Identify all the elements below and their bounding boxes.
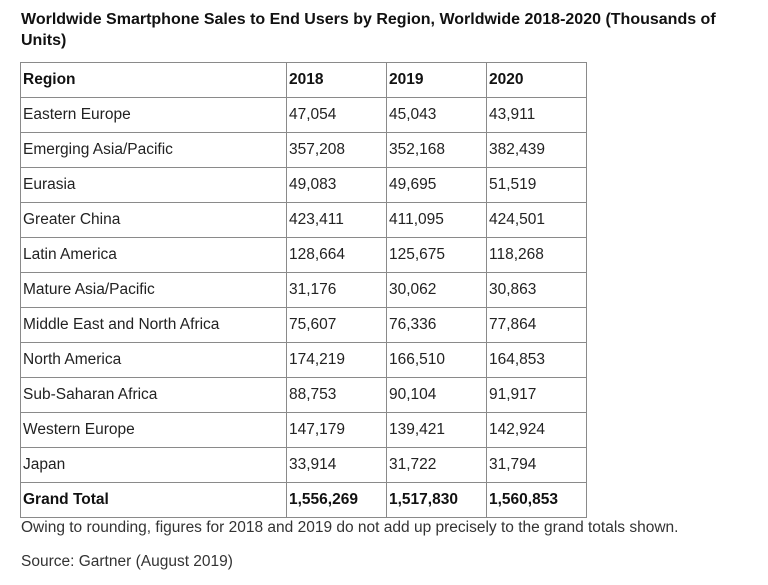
cell-2018: 128,664: [286, 237, 387, 273]
cell-2020: 30,863: [486, 272, 587, 308]
cell-2019: 90,104: [386, 377, 487, 413]
cell-2018: 47,054: [286, 97, 387, 133]
cell-2020: 164,853: [486, 342, 587, 378]
cell-2018: 147,179: [286, 412, 387, 448]
table-row: Middle East and North Africa 75,607 76,336…: [20, 307, 587, 343]
cell-2018: 31,176: [286, 272, 387, 308]
rounding-note: Owing to rounding, figures for 2018 and …: [21, 519, 679, 536]
cell-2020: 118,268: [486, 237, 587, 273]
cell-2018: 88,753: [286, 377, 387, 413]
cell-2019: 139,421: [386, 412, 487, 448]
cell-region: Western Europe: [20, 412, 287, 448]
table-row: Emerging Asia/Pacific 357,208 352,168 382,4…: [20, 132, 587, 168]
cell-2020: 31,794: [486, 447, 587, 483]
cell-2020: 43,911: [486, 97, 587, 133]
cell-2018: 75,607: [286, 307, 387, 343]
cell-region: Eurasia: [20, 167, 287, 203]
cell-2019: 411,095: [386, 202, 487, 238]
cell-2018: 174,219: [286, 342, 387, 378]
column-header-region: Region: [20, 62, 287, 98]
cell-2018: 49,083: [286, 167, 387, 203]
cell-region: Latin America: [20, 237, 287, 273]
cell-region: Mature Asia/Pacific: [20, 272, 287, 308]
cell-2020: 142,924: [486, 412, 587, 448]
cell-region: Middle East and North Africa: [20, 307, 287, 343]
cell-2020: 51,519: [486, 167, 587, 203]
cell-2019: 125,675: [386, 237, 487, 273]
total-cell-2020: 1,560,853: [486, 482, 587, 518]
total-cell-2018: 1,556,269: [286, 482, 387, 518]
column-header-2020: 2020: [486, 62, 587, 98]
table-body: Eastern Europe 47,054 45,043 43,911 Emerging…: [20, 97, 587, 518]
cell-2019: 31,722: [386, 447, 487, 483]
table-title: Worldwide Smartphone Sales to End Users …: [21, 11, 716, 49]
cell-region: Japan: [20, 447, 287, 483]
cell-2020: 382,439: [486, 132, 587, 168]
cell-2019: 76,336: [386, 307, 487, 343]
cell-2019: 352,168: [386, 132, 487, 168]
table-row: Greater China 423,411 411,095 424,501: [20, 202, 587, 238]
cell-region: Emerging Asia/Pacific: [20, 132, 287, 168]
cell-2018: 357,208: [286, 132, 387, 168]
total-cell-2019: 1,517,830: [386, 482, 487, 518]
table-row: Japan 33,914 31,722 31,794: [20, 447, 587, 483]
table-row: Latin America 128,664 125,675 118,268: [20, 237, 587, 273]
cell-2019: 30,062: [386, 272, 487, 308]
grand-total-row: Grand Total 1,556,269 1,517,830 1,560,853: [20, 482, 587, 518]
cell-2020: 424,501: [486, 202, 587, 238]
table-row: North America 174,219 166,510 164,853: [20, 342, 587, 378]
sales-table: Region 2018 2019 2020 Eastern Europe 47,0…: [20, 62, 587, 518]
cell-region: North America: [20, 342, 287, 378]
table-row: Sub-Saharan Africa 88,753 90,104 91,917: [20, 377, 587, 413]
table-row: Eurasia 49,083 49,695 51,519: [20, 167, 587, 203]
column-header-2018: 2018: [286, 62, 387, 98]
cell-2018: 33,914: [286, 447, 387, 483]
total-cell-region: Grand Total: [20, 482, 287, 518]
header-row: Region 2018 2019 2020: [20, 62, 587, 98]
cell-2018: 423,411: [286, 202, 387, 238]
table-row: Western Europe 147,179 139,421 142,924: [20, 412, 587, 448]
cell-2020: 91,917: [486, 377, 587, 413]
source-note: Source: Gartner (August 2019): [21, 553, 233, 570]
cell-region: Sub-Saharan Africa: [20, 377, 287, 413]
table-row: Mature Asia/Pacific 31,176 30,062 30,863: [20, 272, 587, 308]
cell-region: Greater China: [20, 202, 287, 238]
table-row: Eastern Europe 47,054 45,043 43,911: [20, 97, 587, 133]
cell-region: Eastern Europe: [20, 97, 287, 133]
column-header-2019: 2019: [386, 62, 487, 98]
cell-2019: 166,510: [386, 342, 487, 378]
cell-2019: 45,043: [386, 97, 487, 133]
cell-2020: 77,864: [486, 307, 587, 343]
cell-2019: 49,695: [386, 167, 487, 203]
